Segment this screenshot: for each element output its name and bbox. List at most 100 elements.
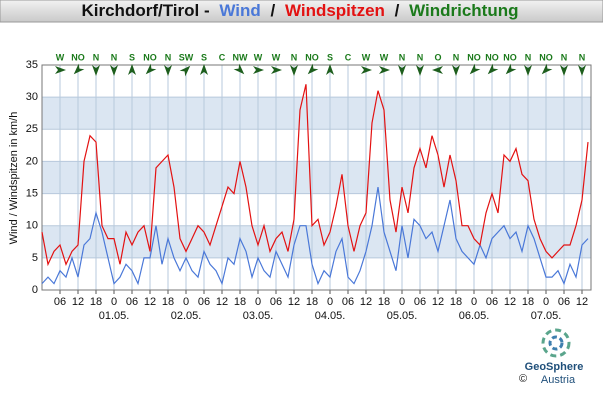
band (42, 161, 591, 194)
direction-arrow (55, 66, 66, 74)
x-tick-label: 06 (270, 296, 282, 308)
direction-label: NO (143, 52, 157, 62)
logo-brand: GeoSphere (525, 361, 584, 373)
logo: GeoSphere Austria © (519, 328, 584, 386)
y-axis-label: Wind / Windspitzen in km/h (8, 112, 20, 245)
x-tick-label: 18 (90, 296, 102, 308)
direction-arrow (469, 63, 481, 75)
x-tick-label: 0 (327, 296, 333, 308)
direction-label: S (129, 52, 135, 62)
direction-label: SW (179, 52, 194, 62)
direction-label: NW (233, 52, 248, 62)
title-wind: Wind (219, 1, 260, 20)
direction-label: N (399, 52, 406, 62)
direction-label: N (417, 52, 424, 62)
direction-label: N (111, 52, 118, 62)
x-tick-label: 12 (360, 296, 372, 308)
direction-label: NO (485, 52, 499, 62)
x-tick-label: 06 (54, 296, 66, 308)
x-tick-label: 06 (558, 296, 570, 308)
direction-arrow (233, 63, 245, 75)
date-label: 02.05. (171, 310, 202, 322)
direction-arrow (326, 64, 334, 75)
chart-title: Kirchdorf/Tirol - Wind / Windspitzen / W… (81, 1, 518, 20)
title-prefix: Kirchdorf/Tirol - (81, 1, 209, 20)
y-tick-label: 30 (26, 91, 38, 103)
direction-arrow (179, 65, 191, 77)
direction-arrow (92, 65, 100, 76)
x-tick-label: 18 (450, 296, 462, 308)
date-label: 01.05. (99, 310, 130, 322)
x-tick-label: 18 (306, 296, 318, 308)
direction-arrow (164, 65, 172, 76)
direction-arrow (432, 66, 443, 74)
direction-arrow (253, 66, 264, 74)
direction-arrow (541, 63, 553, 75)
x-tick-label: 12 (216, 296, 228, 308)
direction-label: N (579, 52, 586, 62)
direction-arrow (379, 66, 390, 74)
direction-arrow (524, 65, 532, 76)
x-tick-label: 12 (288, 296, 300, 308)
direction-arrow (398, 65, 406, 76)
direction-label: N (291, 52, 298, 62)
x-tick-label: 06 (414, 296, 426, 308)
direction-arrow (361, 66, 372, 74)
series-line (41, 187, 589, 286)
x-tick-label: 0 (255, 296, 261, 308)
y-tick-label: 25 (26, 123, 38, 135)
direction-arrow (560, 65, 568, 76)
direction-arrow (416, 65, 424, 76)
y-tick-label: 15 (26, 187, 38, 199)
x-tick-label: 12 (432, 296, 444, 308)
x-tick-label: 18 (234, 296, 246, 308)
x-tick-label: 18 (378, 296, 390, 308)
x-tick-label: 18 (522, 296, 534, 308)
title-direction: Windrichtung (409, 1, 518, 20)
x-tick-label: 12 (576, 296, 588, 308)
copyright: © (519, 373, 527, 385)
y-tick-label: 0 (32, 284, 38, 296)
y-tick-label: 35 (26, 59, 38, 71)
direction-label: N (165, 52, 172, 62)
direction-label: C (219, 52, 226, 62)
direction-arrow (505, 63, 517, 75)
date-label: 04.05. (315, 310, 346, 322)
plot-frame (41, 64, 592, 291)
direction-label: NO (71, 52, 85, 62)
x-tick-label: 0 (399, 296, 405, 308)
date-label: 05.05. (387, 310, 418, 322)
x-tick-label: 06 (126, 296, 138, 308)
direction-arrow (200, 64, 208, 75)
direction-label: S (201, 52, 207, 62)
y-tick-label: 20 (26, 155, 38, 167)
y-tick-label: 5 (32, 252, 38, 264)
x-tick-label: 0 (183, 296, 189, 308)
date-label: 06.05. (459, 310, 490, 322)
title-separator: / (395, 1, 400, 20)
direction-label: NO (305, 52, 319, 62)
direction-arrow (307, 63, 319, 75)
direction-arrow (487, 63, 499, 75)
date-label: 07.05. (531, 310, 562, 322)
x-tick-label: 06 (486, 296, 498, 308)
x-tick-label: 12 (72, 296, 84, 308)
x-tick-label: 12 (144, 296, 156, 308)
direction-arrow (145, 63, 157, 75)
direction-label: NO (467, 52, 481, 62)
direction-arrow (290, 65, 298, 76)
direction-label: O (434, 52, 441, 62)
direction-arrow (73, 63, 85, 75)
direction-label: W (380, 52, 389, 62)
series-line (41, 84, 589, 267)
direction-label: W (272, 52, 281, 62)
title-bar (0, 0, 603, 23)
direction-label: W (362, 52, 371, 62)
direction-arrow (110, 65, 118, 76)
direction-arrow (271, 66, 282, 74)
direction-arrow (578, 65, 586, 76)
logo-sub: Austria (541, 374, 576, 386)
direction-arrow (128, 64, 136, 75)
direction-label: N (453, 52, 460, 62)
